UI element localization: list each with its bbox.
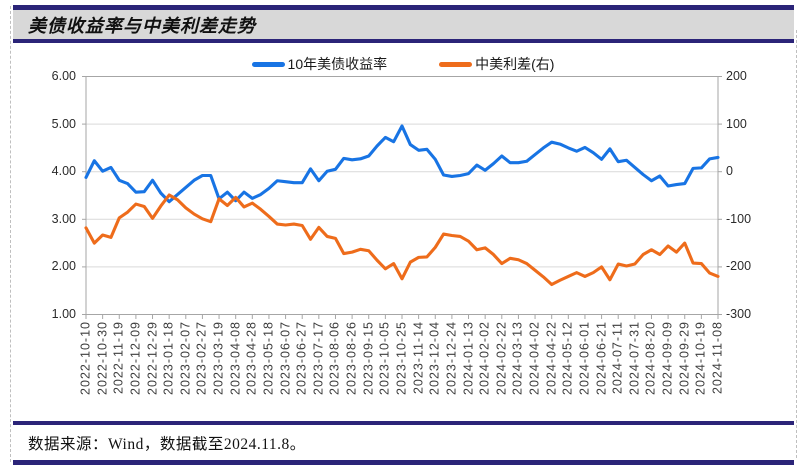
x-axis-label: 2023-11-14	[411, 321, 426, 395]
x-axis-label: 2024-02-22	[494, 321, 509, 395]
right-axis-label: 0	[726, 164, 733, 179]
figure-title-bar: 美债收益率与中美利差走势	[13, 5, 794, 43]
x-axis-label: 2023-10-05	[377, 321, 392, 395]
x-axis-label: 2024-09-09	[660, 321, 675, 395]
x-axis-label: 2024-11-08	[710, 321, 725, 395]
right-axis-label: 200	[726, 69, 747, 83]
left-axis-label: 4.00	[51, 164, 76, 179]
legend-item-spread: 中美利差(右)	[439, 54, 554, 74]
legend-label: 10年美债收益率	[287, 56, 388, 72]
right-axis-label: 100	[726, 116, 747, 131]
legend-line-swatch-spread	[439, 61, 473, 67]
source-note: 数据来源：Wind，数据截至2024.11.8。	[28, 435, 306, 453]
left-axis-label: 1.00	[51, 307, 76, 321]
legend-item-us10y: 10年美债收益率	[251, 54, 388, 74]
x-axis-label: 2024-08-20	[643, 321, 658, 395]
x-axis-label: 2023-05-18	[261, 321, 276, 395]
chart-legend: 10年美债收益率 中美利差(右)	[0, 55, 806, 73]
x-axis-label: 2023-06-27	[294, 321, 309, 395]
x-axis-label: 2024-03-13	[510, 321, 525, 395]
x-axis-label: 2024-01-13	[461, 321, 476, 395]
x-axis-label: 2022-11-19	[111, 321, 126, 395]
x-axis-label: 2023-02-27	[194, 321, 209, 395]
x-axis-label: 2024-04-22	[544, 321, 559, 395]
x-axis-label: 2024-02-02	[477, 321, 492, 395]
legend-line-swatch-us10y	[251, 61, 285, 67]
x-axis-label: 2022-10-30	[95, 321, 110, 395]
x-axis-label: 2023-04-08	[228, 321, 243, 395]
series-line-us10y	[84, 124, 720, 204]
legend-label: 中美利差(右)	[475, 56, 555, 72]
left-axis-label: 2.00	[51, 259, 76, 274]
series-line-spread	[84, 193, 720, 287]
line-chart-plot-area	[82, 76, 722, 319]
x-axis-label: 2023-04-28	[244, 321, 259, 395]
x-axis-label: 2024-07-11	[610, 321, 625, 395]
x-axis-label: 2023-06-07	[278, 321, 293, 395]
x-axis-label: 2024-06-21	[594, 321, 609, 395]
table-cell-border-left	[10, 6, 11, 462]
left-axis-label: 3.00	[51, 211, 76, 226]
right-axis-label: -200	[726, 259, 752, 274]
x-axis-label: 2023-12-04	[427, 321, 442, 395]
x-axis-label: 2023-08-26	[344, 321, 359, 395]
x-axis-label: 2023-01-18	[161, 321, 176, 395]
x-axis-label: 2024-07-31	[627, 321, 642, 395]
x-axis-label: 2023-12-24	[444, 321, 459, 395]
x-axis-label: 2024-06-01	[577, 321, 592, 395]
left-axis-label: 5.00	[51, 116, 76, 131]
x-axis-label: 2024-10-19	[693, 321, 708, 395]
x-axis-label: 2023-08-06	[327, 321, 342, 395]
x-axis-label: 2024-09-29	[677, 321, 692, 395]
x-axis-label: 2022-12-09	[128, 321, 143, 395]
table-cell-border-right	[796, 30, 797, 458]
x-axis-label: 2022-10-10	[78, 321, 93, 395]
x-axis-label: 2023-09-15	[361, 321, 376, 395]
right-axis-label: -300	[726, 307, 752, 321]
x-axis-label: 2023-10-25	[394, 321, 409, 395]
x-axis-label: 2023-07-17	[311, 321, 326, 395]
right-axis-label: -100	[726, 211, 752, 226]
x-axis-label: 2023-03-19	[211, 321, 226, 395]
figure-title: 美债收益率与中美利差走势	[28, 15, 256, 36]
x-axis-label: 2024-04-02	[527, 321, 542, 395]
x-axis-label: 2024-05-12	[560, 321, 575, 395]
left-axis-label: 6.00	[51, 69, 76, 83]
x-axis-label: 2023-02-07	[178, 321, 193, 395]
source-note-bar: 数据来源：Wind，数据截至2024.11.8。	[13, 421, 794, 465]
x-axis-label: 2022-12-29	[145, 321, 160, 395]
